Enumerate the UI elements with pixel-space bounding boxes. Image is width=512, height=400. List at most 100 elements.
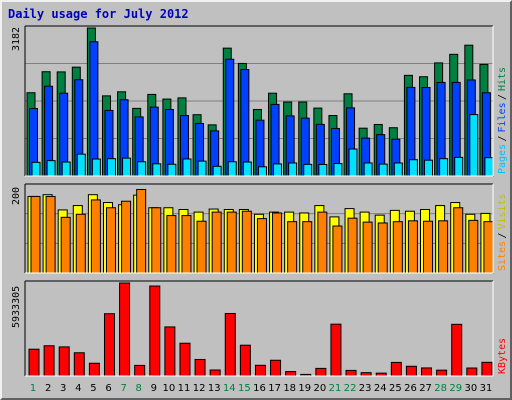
- bar-kbytes-3: [58, 346, 70, 377]
- bar-pages-20: [318, 163, 328, 177]
- bar-files-15: [240, 69, 250, 177]
- bar-sites-17: [272, 212, 283, 274]
- bar-sites-31: [483, 221, 494, 274]
- plot-area-3: [25, 281, 493, 376]
- bar-pages-15: [242, 161, 252, 177]
- x-tick-label: 1: [30, 383, 36, 394]
- bar-kbytes-22: [345, 369, 357, 377]
- x-tick-label: 25: [389, 383, 402, 394]
- bar-kbytes-15: [239, 344, 251, 377]
- bar-kbytes-14: [224, 312, 236, 377]
- x-tick-label: 8: [136, 383, 142, 394]
- legend-kbytes: KBytes: [497, 338, 508, 374]
- bar-sites-3: [60, 216, 71, 274]
- bar-kbytes-8: [134, 364, 146, 377]
- bar-kbytes-9: [149, 285, 161, 377]
- bar-sites-28: [438, 220, 449, 274]
- x-tick-label: 30: [464, 383, 477, 394]
- bar-sites-1: [30, 195, 41, 274]
- bar-sites-20: [317, 211, 328, 274]
- bar-pages-13: [212, 165, 222, 177]
- bar-pages-11: [182, 158, 192, 177]
- bar-sites-12: [196, 220, 207, 274]
- x-tick-label: 26: [404, 383, 417, 394]
- bar-kbytes-23: [360, 372, 372, 377]
- bar-pages-26: [408, 159, 418, 177]
- bar-sites-29: [453, 207, 464, 274]
- x-tick-label: 28: [434, 383, 447, 394]
- bar-kbytes-25: [390, 361, 402, 377]
- x-tick-label: 21: [329, 383, 342, 394]
- bar-sites-2: [45, 195, 56, 274]
- legend-separator: /: [497, 135, 508, 141]
- bar-kbytes-5: [88, 362, 100, 377]
- bar-kbytes-26: [405, 365, 417, 377]
- bar-kbytes-10: [164, 326, 176, 377]
- bar-pages-17: [273, 163, 283, 177]
- bar-kbytes-12: [194, 358, 206, 377]
- bar-kbytes-21: [330, 323, 342, 377]
- bar-kbytes-16: [254, 364, 266, 377]
- bar-sites-4: [75, 213, 86, 274]
- series-kbytes: [28, 282, 493, 377]
- bar-kbytes-18: [285, 371, 297, 377]
- bar-pages-29: [454, 156, 464, 177]
- bar-sites-13: [211, 211, 222, 274]
- bar-kbytes-7: [119, 282, 131, 377]
- legend-hits: Hits: [497, 67, 508, 91]
- legend-visits: Visits: [497, 193, 508, 229]
- x-tick-label: 5: [90, 383, 96, 394]
- bar-sites-15: [241, 210, 252, 274]
- bar-sites-5: [90, 199, 101, 274]
- legend-sites: Sites: [497, 241, 508, 271]
- x-tick-label: 10: [163, 383, 176, 394]
- bar-sites-6: [105, 207, 116, 274]
- bar-sites-19: [302, 221, 313, 274]
- bar-pages-2: [46, 160, 56, 177]
- bar-sites-18: [287, 221, 298, 274]
- bar-pages-9: [152, 163, 162, 177]
- bar-sites-16: [256, 218, 267, 274]
- x-tick-label: 19: [298, 383, 311, 394]
- bar-kbytes-13: [209, 369, 221, 377]
- legend-files: Files: [497, 102, 508, 132]
- bar-sites-24: [377, 222, 388, 274]
- bar-pages-8: [137, 161, 147, 177]
- bar-sites-25: [392, 221, 403, 274]
- bar-pages-14: [227, 161, 237, 177]
- x-tick-label: 12: [193, 383, 206, 394]
- x-tick-label: 23: [359, 383, 372, 394]
- bar-kbytes-20: [315, 367, 327, 377]
- x-tick-label: 22: [344, 383, 357, 394]
- bar-pages-10: [167, 163, 177, 177]
- series-files: [29, 41, 491, 177]
- x-tick-label: 6: [105, 383, 111, 394]
- bar-pages-5: [91, 158, 101, 177]
- bar-sites-26: [407, 220, 418, 274]
- bar-files-5: [89, 41, 99, 177]
- bar-pages-16: [257, 166, 267, 177]
- bar-pages-31: [484, 157, 494, 177]
- bar-pages-4: [76, 153, 86, 177]
- bar-pages-24: [378, 163, 388, 177]
- bar-sites-9: [151, 207, 162, 274]
- x-tick-label: 17: [268, 383, 281, 394]
- x-tick-label: 13: [208, 383, 221, 394]
- bar-pages-22: [348, 148, 358, 177]
- bar-pages-28: [439, 158, 449, 177]
- bar-pages-27: [424, 159, 434, 177]
- bar-files-14: [225, 58, 235, 177]
- bar-sites-7: [121, 200, 132, 274]
- bar-sites-22: [347, 217, 358, 274]
- bar-pages-6: [106, 158, 116, 177]
- bar-kbytes-6: [103, 313, 115, 377]
- bar-kbytes-17: [270, 359, 282, 377]
- bar-sites-14: [226, 211, 237, 274]
- bar-kbytes-2: [43, 345, 55, 377]
- x-tick-label: 16: [253, 383, 266, 394]
- y-max-label-hits: 3182: [11, 27, 22, 51]
- bar-pages-23: [363, 162, 373, 177]
- legend-separator: /: [497, 94, 508, 100]
